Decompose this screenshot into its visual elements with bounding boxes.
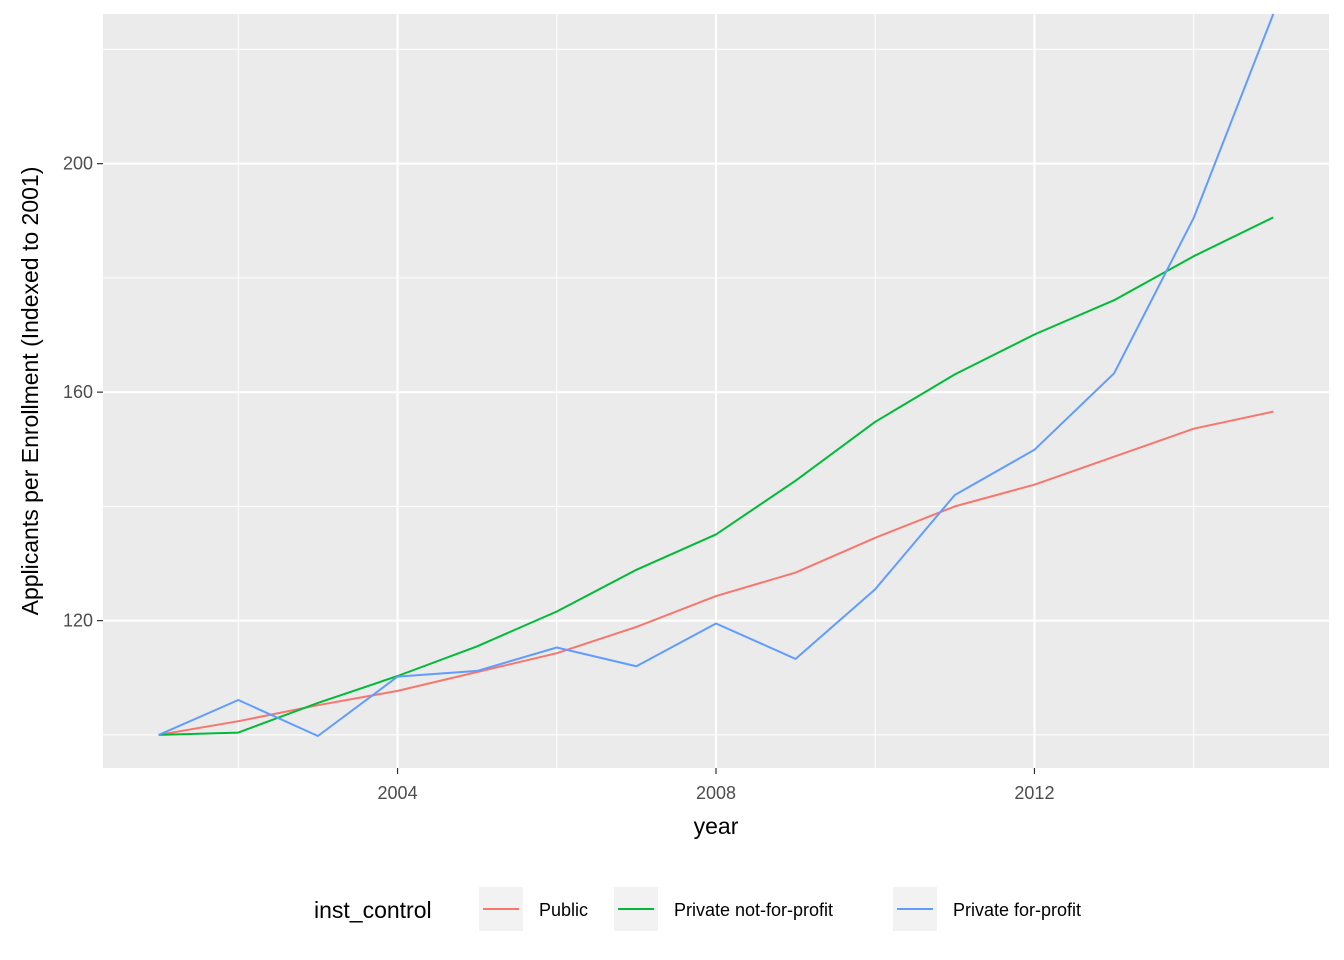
y-tick-label: 160: [63, 382, 93, 402]
series-lines: [158, 13, 1275, 737]
y-tick-label: 200: [63, 154, 93, 174]
y-axis-title: Applicants per Enrollment (Indexed to 20…: [17, 167, 43, 616]
series-line: [158, 410, 1274, 736]
series-line: [158, 13, 1275, 737]
x-axis-title: year: [694, 813, 739, 839]
x-tick-label: 2012: [1014, 783, 1054, 803]
y-tick-label: 120: [63, 611, 93, 631]
legend: inst_control Public Private not-for-profi…: [314, 887, 1081, 931]
legend-label: Private not-for-profit: [674, 900, 833, 920]
x-tick-label: 2008: [696, 783, 736, 803]
series-line: [158, 216, 1274, 736]
x-axis-ticks: 2004 2008 2012: [378, 768, 1054, 803]
legend-label: Public: [539, 900, 588, 920]
legend-title: inst_control: [314, 897, 432, 923]
y-axis-ticks: 120 160 200: [63, 154, 103, 631]
legend-label: Private for-profit: [953, 900, 1081, 920]
x-tick-label: 2004: [378, 783, 418, 803]
major-gridlines: [103, 14, 1329, 768]
